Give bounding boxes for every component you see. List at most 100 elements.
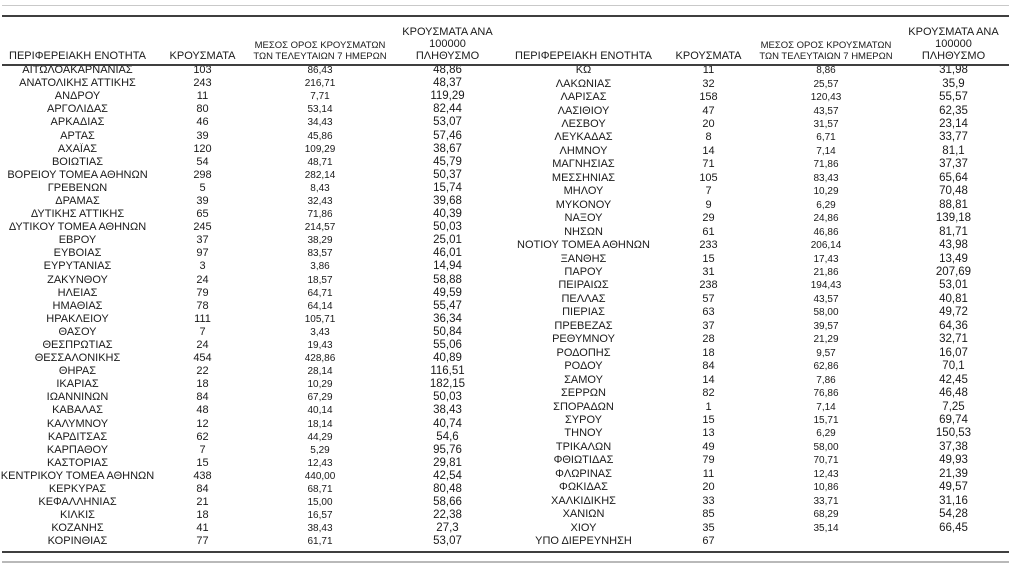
- avg-7day-cell: [756, 535, 896, 549]
- region-name-cell: ΠΙΕΡΙΑΣ: [562, 306, 605, 319]
- avg-7day-cell: 17,43: [813, 253, 839, 265]
- per-100k-cell: 54,28: [939, 508, 968, 521]
- avg-7day-cell: 10,29: [307, 379, 333, 391]
- column-header-per100k: ΚΡΟΥΣΜΑΤΑ ΑΝΑ 100000 ΠΛΗΘΥΣΜΟ: [908, 26, 999, 62]
- table-row: ΦΩΚΙΔΑΣ 20 10,86 49,57: [506, 481, 1011, 494]
- cases-cell: 97: [196, 247, 209, 260]
- avg-7day-cell: 15,71: [813, 415, 839, 426]
- table-row: ΣΑΜΟΥ 14 7,86 42,45: [506, 373, 1011, 386]
- cases-cell: 79: [196, 286, 209, 299]
- region-name-cell: ΛΑΣΙΘΙΟΥ: [557, 104, 610, 117]
- region-name-cell: ΚΑΛΥΜΝΟΥ: [46, 417, 109, 430]
- region-name-cell: ΛΑΡΙΣΑΣ: [560, 91, 607, 104]
- avg-7day-cell: 10,29: [813, 186, 839, 198]
- cases-cell: 438: [193, 469, 212, 482]
- table-row: ΝΗΣΩΝ 61 46,86 81,71: [506, 225, 1011, 238]
- cases-cell: 78: [196, 299, 209, 312]
- table-row: ΚΟΖΑΝΗΣ 41 38,43 27,3: [0, 522, 505, 535]
- cases-cell: 238: [699, 279, 718, 292]
- cases-cell: 5: [199, 181, 206, 194]
- table-row: ΜΕΣΣΗΝΙΑΣ 105 83,43 65,64: [506, 172, 1011, 185]
- region-name-cell: ΘΑΣΟΥ: [58, 325, 97, 338]
- per-100k-cell: 53,07: [433, 535, 462, 548]
- per-100k-cell: 32,71: [939, 333, 968, 346]
- cases-cell: 7: [199, 443, 206, 456]
- cases-cell: 15: [196, 456, 209, 469]
- table-row: ΚΑΡΔΙΤΣΑΣ 62 44,29 54,6: [0, 431, 505, 444]
- cases-cell: 54: [196, 155, 209, 168]
- region-name-cell: ΕΒΡΟΥ: [58, 234, 97, 247]
- table-row: ΔΡΑΜΑΣ 39 32,43 39,68: [0, 195, 505, 208]
- table-row: ΚΕΝΤΡΙΚΟΥ ΤΟΜΕΑ ΑΘΗΝΩΝ 438 440,00 42,54: [0, 470, 505, 483]
- table-row: ΧΑΛΚΙΔΙΚΗΣ 33 33,71 31,16: [506, 495, 1011, 508]
- region-name-cell: ΡΟΔΟΠΗΣ: [556, 346, 611, 359]
- region-name-cell: ΚΕΝΤΡΙΚΟΥ ΤΟΜΕΑ ΑΘΗΝΩΝ: [0, 469, 155, 482]
- avg-7day-cell: 18,14: [307, 418, 333, 430]
- avg-7day-cell: 21,29: [813, 334, 839, 346]
- region-name-cell: ΣΑΜΟΥ: [564, 373, 603, 386]
- per-100k-cell: 50,03: [433, 391, 462, 404]
- per-100k-cell: 46,48: [939, 387, 968, 400]
- avg-7day-cell: 68,29: [813, 509, 839, 521]
- cases-cell: 62: [196, 430, 209, 443]
- table-row: ΚΑΛΥΜΝΟΥ 12 18,14 40,74: [0, 418, 505, 431]
- table-row: ΔΥΤΙΚΟΥ ΤΟΜΕΑ ΑΘΗΝΩΝ 245 214,57 50,03: [0, 221, 505, 234]
- avg-7day-cell: 206,14: [810, 240, 842, 252]
- per-100k-cell: 49,57: [939, 481, 968, 494]
- cases-cell: 13: [702, 427, 715, 440]
- region-name-cell: ΣΠΟΡΑΔΩΝ: [553, 400, 614, 413]
- table-row: ΑΡΚΑΔΙΑΣ 46 34,43 53,07: [0, 116, 505, 129]
- cases-cell: 8: [705, 131, 712, 144]
- per-100k-cell: 22,38: [433, 509, 462, 522]
- per-100k-cell: 49,93: [939, 454, 968, 467]
- cases-cell: 61: [702, 225, 715, 238]
- avg-7day-cell: 7,14: [816, 145, 836, 157]
- per-100k-cell: 57,46: [433, 129, 462, 142]
- region-name-cell: ΛΑΚΩΝΙΑΣ: [555, 77, 612, 90]
- avg-7day-cell: 105,71: [304, 313, 336, 325]
- region-name-cell: ΚΟΡΙΝΘΙΑΣ: [47, 535, 108, 548]
- region-name-cell: ΞΑΝΘΗΣ: [560, 252, 607, 265]
- region-name-cell: ΝΗΣΩΝ: [564, 225, 603, 238]
- table-row: ΙΚΑΡΙΑΣ 18 10,29 182,15: [0, 378, 505, 391]
- avg-7day-cell: 76,86: [813, 388, 839, 400]
- table-row: ΣΕΡΡΩΝ 82 76,86 46,48: [506, 387, 1011, 400]
- table-row: ΓΡΕΒΕΝΩΝ 5 8,43 15,74: [0, 182, 505, 195]
- per-100k-cell: 55,57: [939, 91, 968, 104]
- avg-7day-cell: 109,29: [304, 143, 336, 155]
- table-row: ΖΑΚΥΝΘΟΥ 24 18,57 58,88: [0, 274, 505, 287]
- region-name-cell: ΚΩ: [575, 64, 592, 77]
- per-100k-cell: 37,38: [939, 440, 968, 453]
- per-100k-cell: 49,72: [939, 306, 968, 319]
- region-name-cell: ΡΟΔΟΥ: [564, 360, 603, 373]
- region-name-cell: ΛΕΥΚΑΔΑΣ: [554, 131, 613, 144]
- cases-cell: 158: [699, 91, 718, 104]
- cases-cell: 20: [702, 118, 715, 131]
- region-name-cell: ΛΗΜΝΟΥ: [559, 144, 608, 157]
- region-name-cell: ΠΑΡΟΥ: [564, 266, 603, 279]
- avg-7day-cell: 64,71: [307, 287, 333, 299]
- region-name-cell: ΚΑΡΔΙΤΣΑΣ: [47, 430, 108, 443]
- table-row: ΣΥΡΟΥ 15 15,71 69,74: [506, 414, 1011, 427]
- table-row: ΛΗΜΝΟΥ 14 7,14 81,1: [506, 145, 1011, 158]
- avg-7day-cell: 67,29: [307, 392, 333, 404]
- region-name-cell: ΣΕΡΡΩΝ: [561, 387, 606, 400]
- per-100k-cell: 82,44: [433, 103, 462, 116]
- table-row: ΜΥΚΟΝΟΥ 9 6,29 88,81: [506, 199, 1011, 212]
- region-name-cell: ΑΝΔΡΟΥ: [54, 90, 101, 103]
- per-100k-cell: 55,06: [433, 339, 462, 352]
- table-row: ΥΠΟ ΔΙΕΡΕΥΝΗΣΗ 67: [506, 535, 1011, 549]
- table-row: ΕΒΡΟΥ 37 38,29 25,01: [0, 234, 505, 247]
- region-name-cell: ΑΙΤΩΛΟΑΚΑΡΝΑΝΙΑΣ: [22, 64, 133, 77]
- table-row: ΗΡΑΚΛΕΙΟΥ 111 105,71 36,34: [0, 313, 505, 326]
- avg-7day-cell: 9,57: [816, 347, 836, 359]
- per-100k-cell: 81,71: [939, 225, 968, 238]
- table-row: ΑΡΤΑΣ 39 45,86 57,46: [0, 129, 505, 142]
- table-row: ΜΗΛΟΥ 7 10,29 70,48: [506, 185, 1011, 198]
- region-name-cell: ΕΥΡΥΤΑΝΙΑΣ: [43, 260, 112, 273]
- region-name-cell: ΜΗΛΟΥ: [563, 185, 604, 198]
- region-name-cell: ΤΗΝΟΥ: [564, 427, 603, 440]
- region-name-cell: ΠΡΕΒΕΖΑΣ: [554, 319, 613, 332]
- table-row: ΤΗΝΟΥ 13 6,29 150,53: [506, 427, 1011, 440]
- per-100k-cell: 27,3: [436, 522, 459, 535]
